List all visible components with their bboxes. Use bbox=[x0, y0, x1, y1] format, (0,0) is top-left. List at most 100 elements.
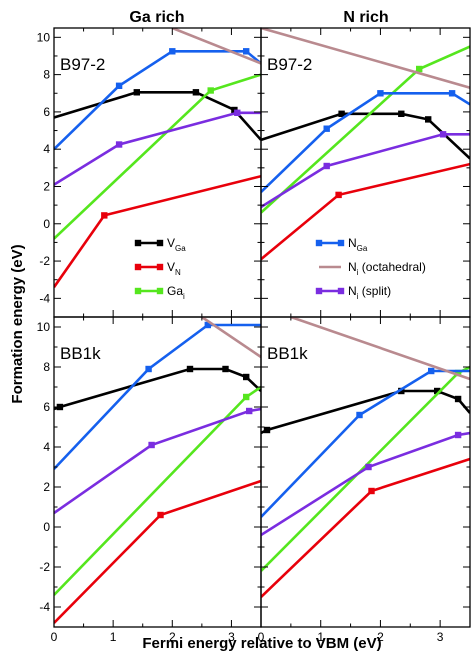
legend-item-Ni_oct: Ni (octahedral) bbox=[319, 260, 426, 277]
data-point-VGa bbox=[425, 116, 432, 123]
series-group bbox=[54, 28, 261, 288]
data-point-Ni_split bbox=[323, 162, 330, 170]
data-point-NGa bbox=[145, 365, 152, 373]
legend-label-subscript: i bbox=[183, 292, 185, 301]
panel-3: -4 -2 0 2 4 6 8 10 0 1 2 3 BB1k bbox=[37, 316, 262, 644]
data-point-Gai bbox=[243, 393, 250, 401]
y-tick-label: -4 bbox=[39, 600, 50, 614]
y-tick-label: 2 bbox=[43, 179, 50, 193]
y-tick-label: 4 bbox=[43, 440, 50, 454]
legend-marker bbox=[156, 287, 164, 295]
data-point-VGa bbox=[186, 365, 194, 373]
legend-label: VN bbox=[167, 260, 181, 277]
legend-marker bbox=[315, 287, 323, 295]
legend-marker bbox=[134, 239, 142, 247]
legend-marker bbox=[134, 287, 142, 295]
x-tick-label: 0 bbox=[258, 630, 265, 644]
y-tick-label: 2 bbox=[43, 480, 50, 494]
x-tick-label: 3 bbox=[228, 630, 235, 644]
y-tick-label: -4 bbox=[39, 291, 50, 305]
x-axis-title: Fermi energy relative to VBM (eV) bbox=[142, 635, 381, 652]
x-tick-label: 0 bbox=[51, 630, 58, 644]
legend-marker bbox=[337, 287, 345, 295]
y-tick-label: 0 bbox=[43, 520, 50, 534]
series-line-Ni_split bbox=[54, 111, 261, 186]
data-point-VGa bbox=[454, 395, 462, 403]
series-line-Gai bbox=[54, 73, 261, 240]
y-tick-label: 8 bbox=[43, 360, 50, 374]
data-point-Ni_split bbox=[115, 141, 123, 148]
legend-label: Gai bbox=[167, 284, 185, 301]
titles-layer: Ga rich N rich Formation energy (eV) Fer… bbox=[9, 9, 389, 652]
x-tick-label: 2 bbox=[377, 630, 384, 644]
data-point-VGa bbox=[398, 387, 405, 395]
y-tick-label: 10 bbox=[37, 30, 51, 44]
series-line-Ni_oct bbox=[201, 317, 261, 359]
data-point-NGa bbox=[428, 367, 435, 375]
data-point-NGa bbox=[169, 48, 176, 55]
data-point-VGa bbox=[263, 426, 271, 434]
legend-item-Ni_split: Ni (split) bbox=[315, 284, 391, 301]
x-tick-label: 1 bbox=[110, 630, 117, 644]
data-point-VGa bbox=[434, 387, 441, 395]
column-title-ga-rich: Ga rich bbox=[129, 9, 184, 26]
legend-item-VN: VN bbox=[134, 260, 181, 277]
series-line-VN bbox=[54, 479, 261, 624]
data-point-Ni_split bbox=[439, 131, 447, 138]
data-point-Ni_split bbox=[454, 431, 462, 439]
legend-label: Ni (octahedral) bbox=[348, 260, 426, 277]
series-line-Ni_oct bbox=[171, 28, 261, 65]
legend-marker bbox=[134, 263, 142, 271]
legend-label-subscript: i bbox=[357, 268, 359, 277]
legend-label: VGa bbox=[167, 236, 186, 253]
legend-label-base: N bbox=[348, 284, 357, 298]
panel-label: BB1k bbox=[60, 344, 101, 363]
plot-frame bbox=[260, 316, 471, 628]
data-point-Ni_split bbox=[148, 441, 155, 449]
y-tick-label: 0 bbox=[43, 217, 50, 231]
legend-marker bbox=[156, 239, 164, 247]
series-line-Ni_split bbox=[54, 407, 261, 515]
y-tick-label: 6 bbox=[43, 105, 50, 119]
panel-1: -4 -2 0 2 4 6 8 10 B97-2 bbox=[37, 27, 262, 318]
legend-marker bbox=[156, 263, 164, 271]
series-line-VN bbox=[261, 457, 470, 598]
legend-label-suffix: (octahedral) bbox=[358, 260, 425, 274]
data-point-VGa bbox=[338, 110, 345, 117]
data-point-Gai bbox=[416, 65, 423, 73]
data-point-Gai bbox=[207, 87, 214, 94]
legend-label-base: V bbox=[167, 236, 175, 250]
legend-label-subscript: Ga bbox=[175, 244, 186, 253]
panel-label: B97-2 bbox=[60, 55, 105, 74]
y-tick-label: -2 bbox=[39, 560, 50, 574]
legend-label: Ni (split) bbox=[348, 284, 391, 301]
legend-label-subscript: Ga bbox=[357, 244, 368, 253]
series-line-Ni_split bbox=[261, 431, 470, 537]
y-tick-label: 10 bbox=[37, 320, 51, 334]
series-line-NGa bbox=[54, 323, 261, 470]
series-line-VGa bbox=[54, 367, 261, 411]
series-group bbox=[261, 28, 470, 261]
data-point-VN bbox=[368, 487, 375, 495]
series-line-VN bbox=[54, 174, 261, 288]
data-point-VGa bbox=[133, 89, 140, 96]
legend-marker bbox=[337, 239, 345, 247]
data-point-Ni_split bbox=[246, 407, 253, 415]
legend-item-NGa: NGa bbox=[315, 236, 368, 253]
data-point-VGa bbox=[192, 89, 200, 96]
series-line-NGa bbox=[261, 92, 470, 194]
legend-label-subscript: i bbox=[357, 292, 359, 301]
x-tick-label: 2 bbox=[169, 630, 176, 644]
legend-label-base: V bbox=[167, 260, 175, 274]
data-point-VN bbox=[101, 212, 108, 219]
x-tick-label: 3 bbox=[437, 630, 444, 644]
panel-4: 0 1 2 3 BB1k bbox=[258, 316, 471, 644]
x-tick-label: 1 bbox=[317, 630, 324, 644]
data-point-Ni_split bbox=[234, 109, 241, 116]
legend-label: NGa bbox=[348, 236, 368, 253]
data-point-VGa bbox=[222, 365, 229, 373]
series-line-Ni_oct bbox=[261, 28, 470, 89]
y-tick-label: 8 bbox=[43, 68, 50, 82]
